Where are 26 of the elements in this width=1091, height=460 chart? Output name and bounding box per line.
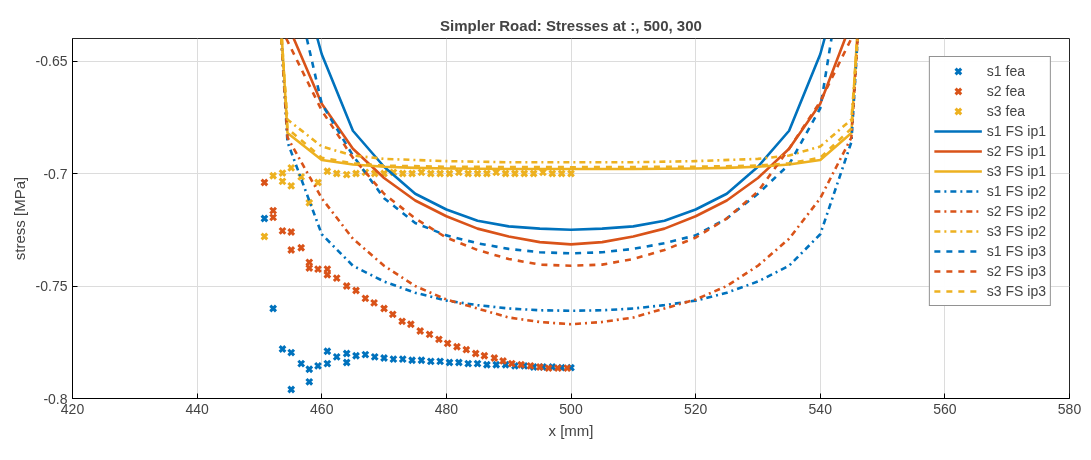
legend-label: s3 FS ip1 — [986, 162, 1046, 181]
y-tick-label: -0.65 — [35, 53, 68, 69]
legend-label: s2 fea — [986, 82, 1025, 101]
legend-label: s3 FS ip3 — [986, 282, 1046, 301]
chart-title: Simpler Road: Stresses at :, 500, 300 — [440, 16, 702, 34]
legend-label: s2 FS ip3 — [986, 262, 1046, 281]
legend-label: s1 fea — [986, 62, 1025, 81]
y-tick-label: -0.75 — [35, 278, 68, 294]
legend-label: s3 FS ip2 — [986, 222, 1046, 241]
x-tick-label: 560 — [933, 400, 957, 417]
y-axis-title: stress [MPa] — [10, 176, 28, 261]
legend-label: s1 FS ip3 — [986, 242, 1046, 261]
x-tick-label: 520 — [683, 400, 708, 417]
x-axis-title: x [mm] — [548, 421, 594, 439]
legend-label: s1 FS ip2 — [986, 182, 1046, 201]
y-tick-label: -0.7 — [43, 165, 68, 182]
x-tick-label: 500 — [559, 400, 583, 417]
legend-label: s2 FS ip2 — [986, 202, 1046, 221]
x-tick-label: 580 — [1057, 400, 1082, 417]
x-tick-label: 480 — [434, 400, 459, 417]
x-tick-label: 440 — [185, 400, 210, 417]
legend-label: s2 FS ip1 — [986, 142, 1046, 161]
x-tick-label: 540 — [808, 400, 833, 417]
legend-label: s1 FS ip1 — [986, 122, 1046, 141]
x-tick-label: 460 — [310, 400, 334, 417]
legend-label: s3 fea — [986, 102, 1025, 121]
